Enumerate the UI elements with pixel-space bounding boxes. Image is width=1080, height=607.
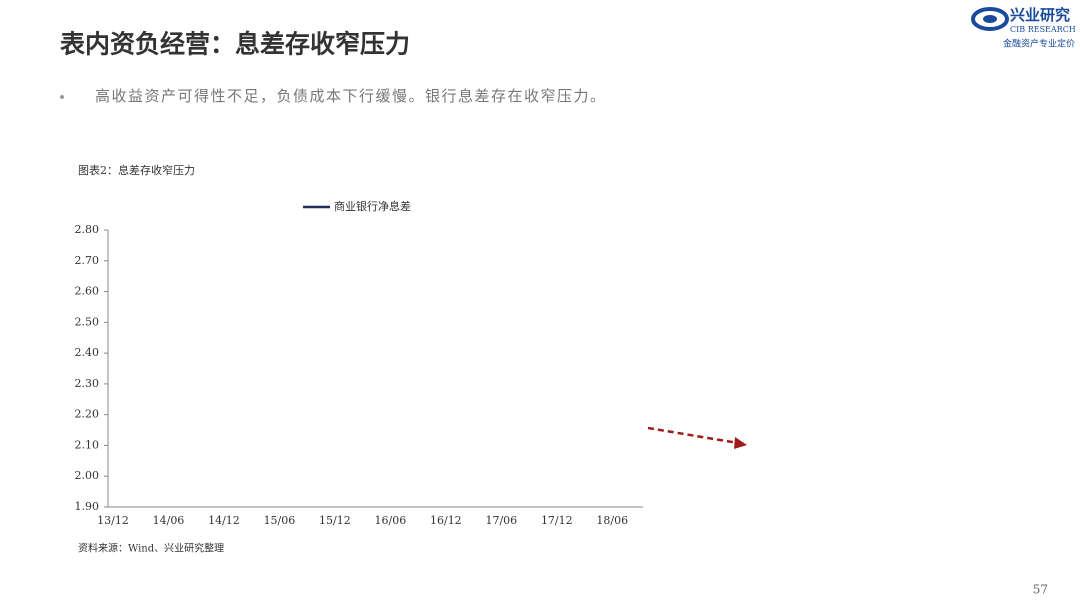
arrow-head: [734, 437, 747, 449]
logo: 兴业研究 CIB RESEARCH 金融资产专业定价: [971, 6, 1076, 50]
chart-title: 图表2：息差存收窄压力: [78, 163, 195, 177]
x-tick-label: 13/12: [97, 514, 129, 527]
x-tick-label: 17/06: [485, 514, 517, 527]
y-tick-label: 2.70: [75, 254, 100, 267]
arrow-line: [647, 426, 739, 445]
x-tick-label: 14/12: [208, 514, 240, 527]
logo-name: 兴业研究: [1010, 6, 1070, 24]
x-tick-label: 17/12: [541, 514, 573, 527]
y-tick-label: 2.60: [75, 285, 100, 298]
legend-label: 商业银行净息差: [334, 199, 411, 213]
x-tick-label: 16/12: [430, 514, 462, 527]
logo-slogan: 金融资产专业定价: [1003, 38, 1075, 50]
x-tick-label: 15/12: [319, 514, 351, 527]
y-tick-label: 2.80: [75, 223, 100, 236]
x-tick-label: 16/06: [375, 514, 407, 527]
y-tick-label: 2.00: [75, 469, 100, 482]
bullet-text: 高收益资产可得性不足，负债成本下行缓慢。银行息差存在收窄压力。: [95, 87, 607, 105]
y-tick-label: 2.50: [75, 315, 100, 328]
x-tick-label: 14/06: [153, 514, 185, 527]
page-number: 57: [1033, 583, 1048, 597]
y-tick-label: 2.20: [75, 408, 100, 421]
logo-icon: [971, 7, 1009, 31]
y-tick-label: 1.90: [75, 500, 100, 513]
bullet-dot: [60, 95, 64, 99]
logo-english: CIB RESEARCH: [1010, 25, 1076, 34]
x-tick-label: 18/06: [596, 514, 628, 527]
source-note: 资料来源：Wind、兴业研究整理: [78, 542, 224, 555]
logo-icon-core: [983, 15, 997, 23]
slide-title: 表内资负经营：息差存收窄压力: [60, 30, 410, 59]
y-tick-label: 2.10: [75, 438, 100, 451]
x-tick-label: 15/06: [264, 514, 296, 527]
y-tick-label: 2.30: [75, 377, 100, 390]
y-tick-label: 2.40: [75, 346, 100, 359]
trend-arrow: [647, 426, 747, 449]
